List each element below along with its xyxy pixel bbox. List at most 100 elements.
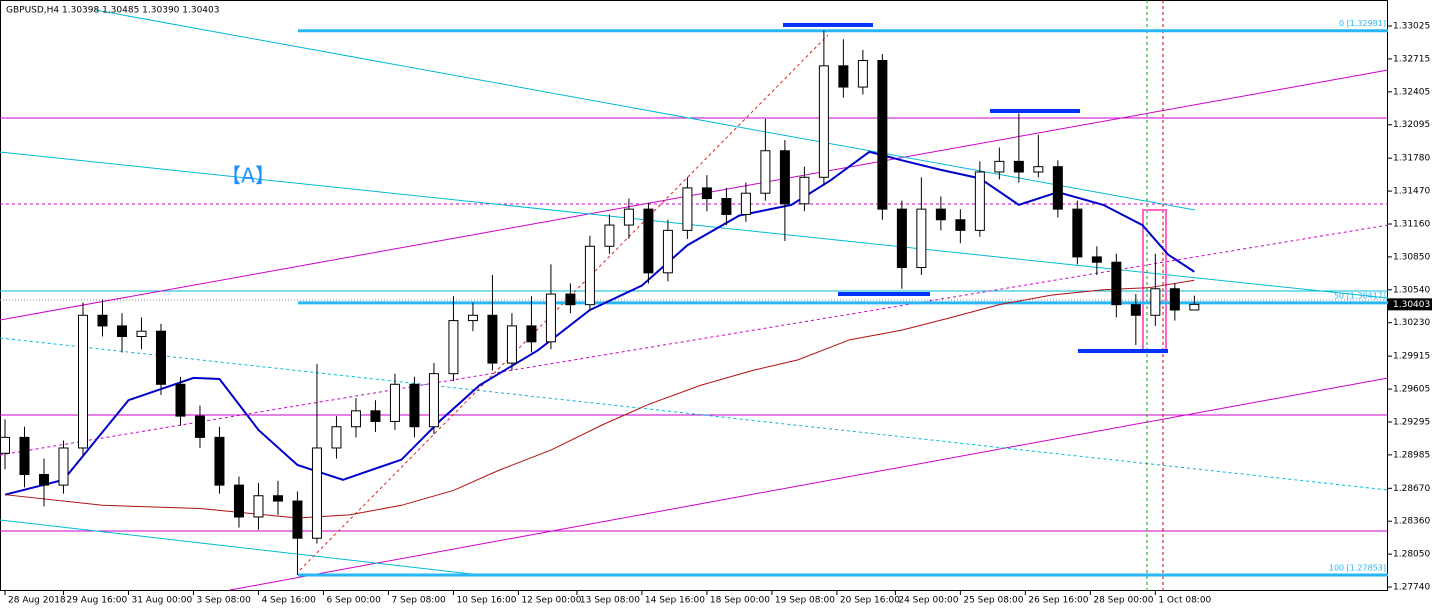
candle-body (38, 474, 49, 486)
candle-body (1033, 166, 1044, 173)
x-tick-label: 13 Sep 08:00 (580, 596, 640, 606)
x-tick-label: 28 Sep 00:00 (1093, 596, 1153, 606)
candle-body (701, 187, 712, 200)
candle-body (662, 229, 673, 274)
candle-body (857, 60, 868, 88)
trend-line (229, 377, 1389, 591)
candle-body (506, 325, 517, 364)
candle-body (799, 176, 810, 205)
candle-body (877, 60, 888, 210)
y-tick-label: 1.29605 (1393, 385, 1430, 395)
trend-line (0, 151, 1389, 299)
candle-body (623, 208, 634, 226)
candle-body (545, 293, 556, 343)
candle-body (77, 314, 88, 449)
x-tick-label: 28 Aug 2018 (8, 596, 66, 606)
y-tick-label: 1.29295 (1393, 417, 1430, 427)
candle-body (19, 436, 30, 476)
y-tick-label: 1.27740 (1393, 583, 1430, 593)
x-tick-label: 26 Sep 16:00 (1028, 596, 1088, 606)
candle-body (272, 495, 283, 502)
drawings (0, 0, 1389, 591)
y-tick-label: 1.32715 (1393, 54, 1430, 64)
y-tick-label: 1.31160 (1393, 219, 1430, 229)
candle-body (97, 314, 108, 327)
x-tick-label: 20 Sep 16:00 (840, 596, 900, 606)
candle-body (779, 150, 790, 205)
y-tick-label: 1.30230 (1393, 318, 1430, 328)
price-box (1388, 298, 1432, 311)
candle-body (1091, 256, 1102, 263)
candle-body (935, 208, 946, 221)
candle-body (467, 314, 478, 322)
candle-body (136, 330, 147, 338)
candle-body (955, 219, 966, 231)
x-tick-label: 4 Sep 16:00 (261, 596, 316, 606)
candle-body (526, 325, 537, 343)
candle-body (1111, 261, 1122, 306)
candle-body (0, 436, 11, 454)
candle-body (896, 208, 907, 269)
candle-body (1169, 288, 1180, 311)
y-tick-label: 1.32405 (1393, 87, 1430, 97)
candle-body (1072, 208, 1083, 258)
candle-body (740, 192, 751, 215)
current-price: 1.30403 (1393, 300, 1430, 310)
candle-body (214, 436, 225, 486)
candle-body (389, 383, 400, 422)
candle-body (721, 198, 732, 215)
trend-line (94, 9, 1196, 211)
candle-body (116, 325, 127, 338)
candle-body (175, 383, 186, 417)
candle-body (1189, 303, 1200, 311)
y-tick-label: 1.28985 (1393, 450, 1430, 460)
candle-body (1150, 288, 1161, 316)
y-tick-label: 1.28050 (1393, 550, 1430, 560)
trend-line (0, 224, 1389, 456)
candle-body (682, 187, 693, 231)
y-tick-label: 1.31780 (1393, 154, 1430, 164)
y-tick-label: 1.29915 (1393, 352, 1430, 362)
candle-body (155, 330, 166, 385)
y-tick-label: 1.32095 (1393, 120, 1430, 130)
candle-body (194, 415, 205, 438)
y-tick-label: 1.30850 (1393, 252, 1430, 262)
y-tick-label: 1.28670 (1393, 484, 1430, 494)
x-tick-label: 24 Sep 00:00 (898, 596, 958, 606)
x-tick-label: 12 Sep 00:00 (521, 596, 581, 606)
trend-line (0, 69, 1389, 321)
y-tick-label: 1.30540 (1393, 285, 1430, 295)
candle-body (916, 208, 927, 269)
x-tick-label: 19 Sep 08:00 (775, 596, 835, 606)
moving-average (4, 279, 1195, 519)
candle-body (409, 383, 420, 428)
x-tick-label: 25 Sep 08:00 (963, 596, 1023, 606)
candle-body (233, 484, 244, 518)
y-tick-label: 1.33025 (1393, 22, 1430, 32)
chart-header: GBPUSD,H4 1.30398 1.30485 1.30390 1.3040… (6, 6, 219, 16)
fib-label: 0 [1.32981] (1339, 19, 1386, 28)
candle-body (1013, 160, 1024, 173)
x-tick-label: 6 Sep 00:00 (326, 596, 381, 606)
candle-body (487, 314, 498, 364)
x-tick-label: 10 Sep 16:00 (456, 596, 516, 606)
candle-body (311, 447, 322, 539)
candle-body (565, 293, 576, 306)
x-tick-label: 3 Sep 08:00 (196, 596, 251, 606)
candle-body (974, 171, 985, 231)
candle-body (253, 495, 264, 518)
x-tick-label: 1 Oct 08:00 (1158, 596, 1211, 606)
x-tick-label: 7 Sep 08:00 (391, 596, 446, 606)
x-tick-label: 29 Aug 16:00 (66, 596, 127, 606)
candle-body (292, 500, 303, 539)
annotation: 【A】 (221, 164, 275, 188)
candle-body (604, 224, 615, 247)
fib-label: 100 [1.27853] (1329, 564, 1386, 573)
candle-body (428, 373, 439, 428)
fib-label: 50 [1.30417] (1334, 291, 1386, 300)
candle-body (643, 208, 654, 274)
candle-body (350, 410, 361, 428)
candle-body (1130, 304, 1141, 316)
x-tick-label: 31 Aug 00:00 (131, 596, 192, 606)
